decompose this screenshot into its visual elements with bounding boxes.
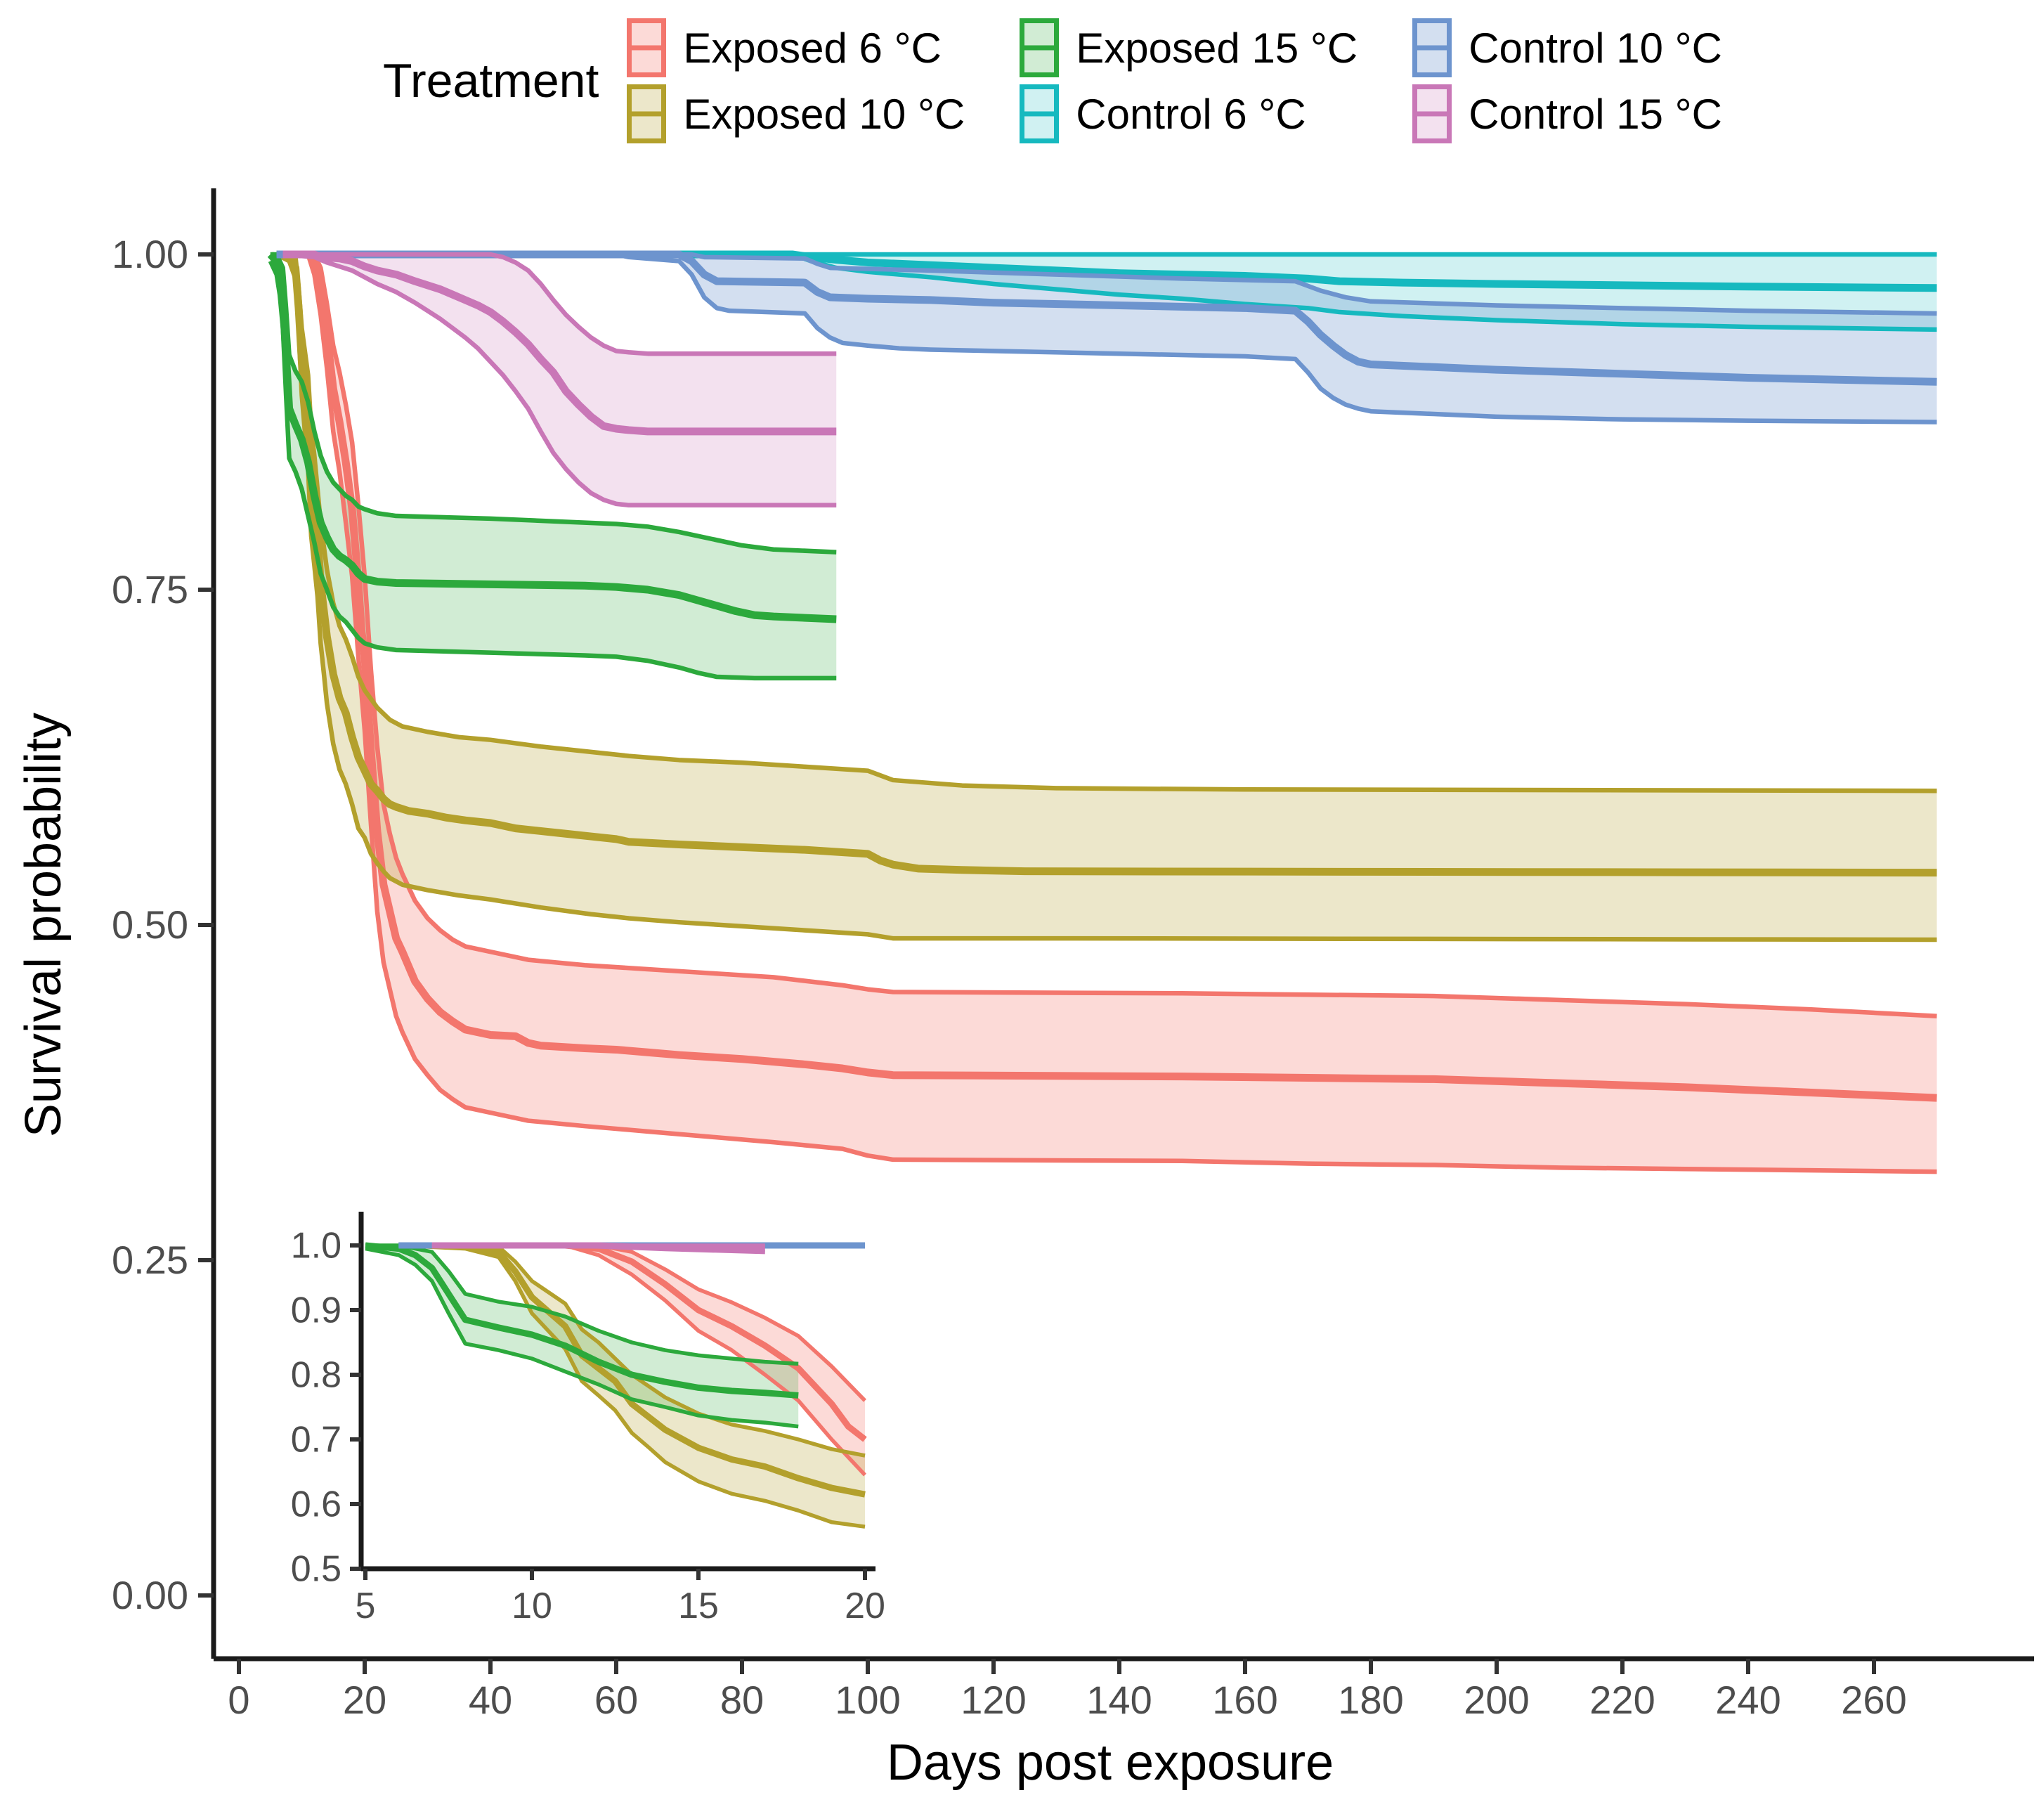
y-tick-label: 1.00 xyxy=(112,232,188,276)
series-layer xyxy=(267,250,1937,1174)
legend-key-line xyxy=(1024,111,1055,117)
survival-line-control-10-c xyxy=(276,250,1937,386)
survival-line-exposed-10-c xyxy=(398,1242,866,1498)
legend-key-line xyxy=(1024,45,1055,51)
y-tick-label: 0.25 xyxy=(112,1238,188,1282)
ci-lower-exposed-15-c xyxy=(365,1246,799,1429)
ci-ribbon-exposed-15-c xyxy=(270,254,837,678)
y-tick-label: 0.00 xyxy=(112,1573,188,1617)
legend-key-line xyxy=(1417,111,1447,117)
legend-entry-label: Control 6 °C xyxy=(1076,90,1306,138)
survival-line-control-6-c xyxy=(276,250,1937,292)
legend-entry-label: Control 10 °C xyxy=(1469,24,1723,72)
y-tick-label: 0.75 xyxy=(112,567,188,611)
ci-lower-exposed-6-c xyxy=(398,1243,867,1477)
y-axis-title: Survival probability xyxy=(15,713,72,1137)
ci-ribbon-exposed-10-c xyxy=(276,254,1937,940)
legend-entry-control-10-c: Control 10 °C xyxy=(1412,18,1722,77)
x-tick-label: 160 xyxy=(1212,1678,1277,1722)
legend-entry-label: Exposed 6 °C xyxy=(683,24,942,72)
x-tick-label: 200 xyxy=(1464,1678,1529,1722)
ci-ribbon-exposed-6-c xyxy=(398,1245,865,1475)
y-tick-label: 0.5 xyxy=(291,1549,341,1590)
inset-chart-area: 5 10 15 20 1.0 0.9 0.8 0.7 0.6 0.5 xyxy=(291,1212,885,1626)
x-tick-label: 220 xyxy=(1589,1678,1655,1722)
ci-upper-exposed-15-c xyxy=(270,252,837,555)
legend-entry-exposed-6-c: Exposed 6 °C xyxy=(627,18,965,77)
x-tick-label: 180 xyxy=(1338,1678,1403,1722)
x-tick-label: 20 xyxy=(845,1586,885,1626)
x-tick-label: 15 xyxy=(678,1586,719,1626)
x-axis-title: Days post exposure xyxy=(887,1735,1334,1791)
ci-upper-control-10-c xyxy=(276,252,1937,316)
survival-line-exposed-6-c xyxy=(276,250,1937,1102)
ci-upper-exposed-6-c xyxy=(276,252,1937,1018)
x-tick-label: 0 xyxy=(228,1678,249,1722)
y-tick-label: 0.6 xyxy=(291,1484,341,1525)
survival-line-control-15-c xyxy=(431,1242,765,1252)
x-tick-label: 100 xyxy=(835,1678,900,1722)
x-tick-label: 40 xyxy=(469,1678,512,1722)
legend-key-line xyxy=(1417,45,1447,51)
y-tick-label: 0.7 xyxy=(291,1420,341,1461)
ci-lower-exposed-6-c xyxy=(276,252,1937,1174)
x-tick-label: 5 xyxy=(356,1586,376,1626)
legend-key-line xyxy=(632,111,662,117)
survival-line-control-15-c xyxy=(282,250,837,436)
legend-entry-label: Control 15 °C xyxy=(1469,90,1723,138)
legend-key-swatch-control-15-c xyxy=(1412,84,1452,143)
y-tick-label: 0.50 xyxy=(112,902,188,947)
ci-lower-control-10-c xyxy=(276,252,1937,425)
legend-key-swatch-control-6-c xyxy=(1020,84,1060,143)
legend-entry-label: Exposed 10 °C xyxy=(683,90,965,138)
legend-key-swatch-exposed-6-c xyxy=(627,18,667,77)
ci-lower-exposed-10-c xyxy=(398,1243,866,1529)
legend-key-swatch-control-10-c xyxy=(1412,18,1452,77)
y-tick-label: 0.9 xyxy=(291,1290,341,1331)
ci-ribbon-exposed-6-c xyxy=(276,254,1937,1172)
ci-ribbon-exposed-10-c xyxy=(398,1245,865,1527)
legend-entry-control-6-c: Control 6 °C xyxy=(1020,84,1358,143)
ci-upper-exposed-10-c xyxy=(398,1243,866,1458)
x-tick-label: 20 xyxy=(343,1678,386,1722)
survival-line-exposed-15-c xyxy=(365,1242,799,1399)
x-tick-label: 80 xyxy=(720,1678,764,1722)
legend-key-swatch-exposed-15-c xyxy=(1020,18,1060,77)
y-tick-label: 0.8 xyxy=(291,1355,341,1396)
x-tick-label: 260 xyxy=(1841,1678,1906,1722)
legend-entry-label: Exposed 15 °C xyxy=(1076,24,1358,72)
x-tick-label: 120 xyxy=(961,1678,1026,1722)
ci-ribbon-control-10-c xyxy=(276,254,1937,422)
x-tick-label: 60 xyxy=(594,1678,638,1722)
x-tick-label: 140 xyxy=(1086,1678,1152,1722)
ci-ribbon-exposed-15-c xyxy=(365,1245,799,1427)
legend-title: Treatment xyxy=(383,54,599,108)
legend-key-line xyxy=(632,45,662,51)
y-tick-label: 1.0 xyxy=(291,1226,341,1267)
ci-lower-exposed-15-c xyxy=(268,260,837,681)
legend-entry-control-15-c: Control 15 °C xyxy=(1412,84,1722,143)
ci-upper-control-15-c xyxy=(282,252,837,356)
x-tick-label: 240 xyxy=(1715,1678,1781,1722)
legend-key-swatch-exposed-10-c xyxy=(627,84,667,143)
main-chart-area: 0 20 40 60 80 100 120 140 160 180 200 220 240 260 0.00… xyxy=(112,188,2034,1722)
ci-upper-exposed-15-c xyxy=(365,1243,799,1366)
legend-entry-exposed-15-c: Exposed 15 °C xyxy=(1020,18,1358,77)
ci-lower-control-15-c xyxy=(282,252,837,508)
x-tick-label: 10 xyxy=(512,1586,552,1626)
legend-entries: Exposed 6 °C Exposed 10 °C Exposed 15 °C Co… xyxy=(627,18,1722,143)
series-layer xyxy=(365,1242,867,1529)
survival-line-exposed-15-c xyxy=(267,252,837,623)
legend: Treatment Exposed 6 °C Exposed 10 °C Expos… xyxy=(383,18,1722,143)
legend-entry-exposed-10-c: Exposed 10 °C xyxy=(627,84,965,143)
